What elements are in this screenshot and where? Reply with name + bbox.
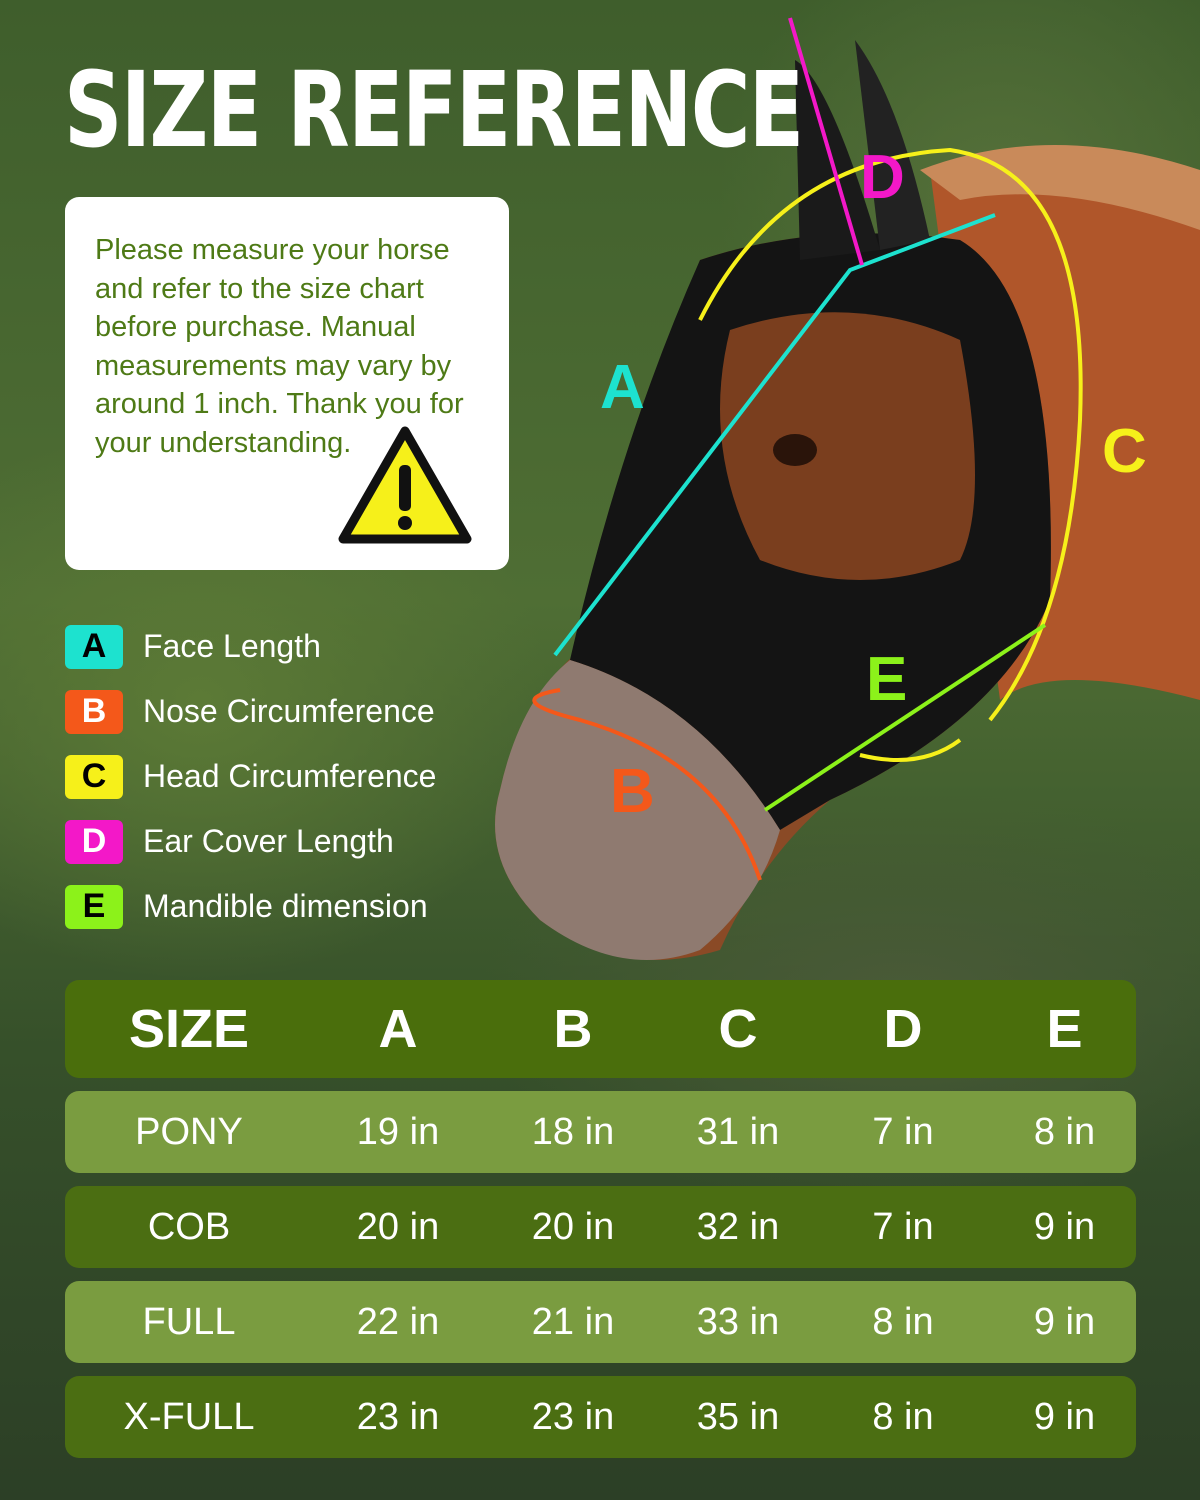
value-cell: 20 in (531, 1205, 615, 1248)
header-cell: A (378, 999, 418, 1059)
measurement-legend: A Face Length B Nose Circumference C Head C… (65, 614, 436, 939)
table-row: PONY 19 in 18 in 31 in 7 in 8 in (65, 1091, 1136, 1173)
legend-badge: B (65, 689, 123, 734)
value-cell: 7 in (872, 1110, 934, 1153)
marker-c: C (1102, 417, 1147, 486)
size-cell: FULL (142, 1300, 236, 1343)
value-cell: 9 in (1033, 1300, 1096, 1343)
value-cell: 8 in (1033, 1110, 1096, 1153)
marker-a: A (600, 353, 645, 422)
legend-item-d: D Ear Cover Length (65, 809, 436, 874)
horse-muzzle (495, 660, 780, 960)
size-cell: COB (147, 1205, 231, 1248)
value-cell: 22 in (356, 1300, 440, 1343)
value-cell: 9 in (1033, 1395, 1096, 1438)
legend-item-b: B Nose Circumference (65, 679, 436, 744)
table-row: X-FULL 23 in 23 in 35 in 8 in 9 in (65, 1376, 1136, 1458)
value-cell: 20 in (356, 1205, 440, 1248)
legend-label: Head Circumference (143, 758, 437, 794)
horse-mane (920, 145, 1200, 230)
horse-face-window (720, 312, 975, 580)
arrow-e (763, 623, 1047, 812)
warning-triangle-icon (338, 426, 472, 544)
value-cell: 23 in (356, 1395, 440, 1438)
value-cell: 9 in (1033, 1205, 1096, 1248)
value-cell: 31 in (696, 1110, 780, 1153)
page-title: SIZE REFERENCE (64, 49, 804, 171)
size-cell: PONY (135, 1110, 243, 1153)
value-cell: 21 in (531, 1300, 615, 1343)
arrow-a (553, 213, 996, 657)
value-cell: 8 in (872, 1300, 934, 1343)
arrow-d (788, 17, 864, 266)
table-row: FULL 22 in 21 in 33 in 8 in 9 in (65, 1281, 1136, 1363)
header-cell: D (883, 999, 923, 1059)
marker-e: E (866, 645, 907, 714)
header-cell: C (718, 999, 758, 1059)
size-cell: X-FULL (123, 1395, 255, 1438)
legend-item-e: E Mandible dimension (65, 874, 436, 939)
table-row: COB 20 in 20 in 32 in 7 in 9 in (65, 1186, 1136, 1268)
horse-illustration: A B C D E (495, 17, 1200, 961)
legend-badge: D (65, 819, 123, 864)
legend-badge: C (65, 754, 123, 799)
value-cell: 7 in (872, 1205, 934, 1248)
arrow-c (698, 147, 1083, 722)
legend-item-c: C Head Circumference (65, 744, 436, 809)
arrow-b (532, 688, 762, 881)
value-cell: 33 in (696, 1300, 780, 1343)
marker-d: D (860, 143, 905, 212)
value-cell: 19 in (356, 1110, 440, 1153)
legend-item-a: A Face Length (65, 614, 436, 679)
legend-label: Mandible dimension (143, 888, 428, 924)
value-cell: 32 in (696, 1205, 780, 1248)
value-cell: 35 in (696, 1395, 780, 1438)
value-cell: 8 in (872, 1395, 934, 1438)
table-header: SIZE A B C D E (65, 980, 1136, 1078)
header-cell: SIZE (128, 999, 250, 1059)
ear-right (855, 40, 930, 250)
legend-label: Face Length (143, 628, 321, 664)
value-cell: 18 in (531, 1110, 615, 1153)
note-text: Please measure your horse and refer to t… (95, 234, 464, 459)
horse-eye (773, 434, 817, 466)
legend-label: Ear Cover Length (143, 823, 394, 859)
size-chart: SIZE A B C D E PONY 19 in 18 in 31 in 7 … (65, 980, 1136, 1471)
header-cell: B (553, 999, 593, 1059)
marker-b: B (610, 757, 655, 826)
measurement-note: Please measure your horse and refer to t… (65, 197, 509, 570)
arrow-c2 (859, 738, 962, 762)
value-cell: 23 in (531, 1395, 615, 1438)
legend-label: Nose Circumference (143, 693, 435, 729)
legend-badge: E (65, 884, 123, 929)
header-cell: E (1046, 999, 1083, 1059)
legend-badge: A (65, 624, 123, 669)
